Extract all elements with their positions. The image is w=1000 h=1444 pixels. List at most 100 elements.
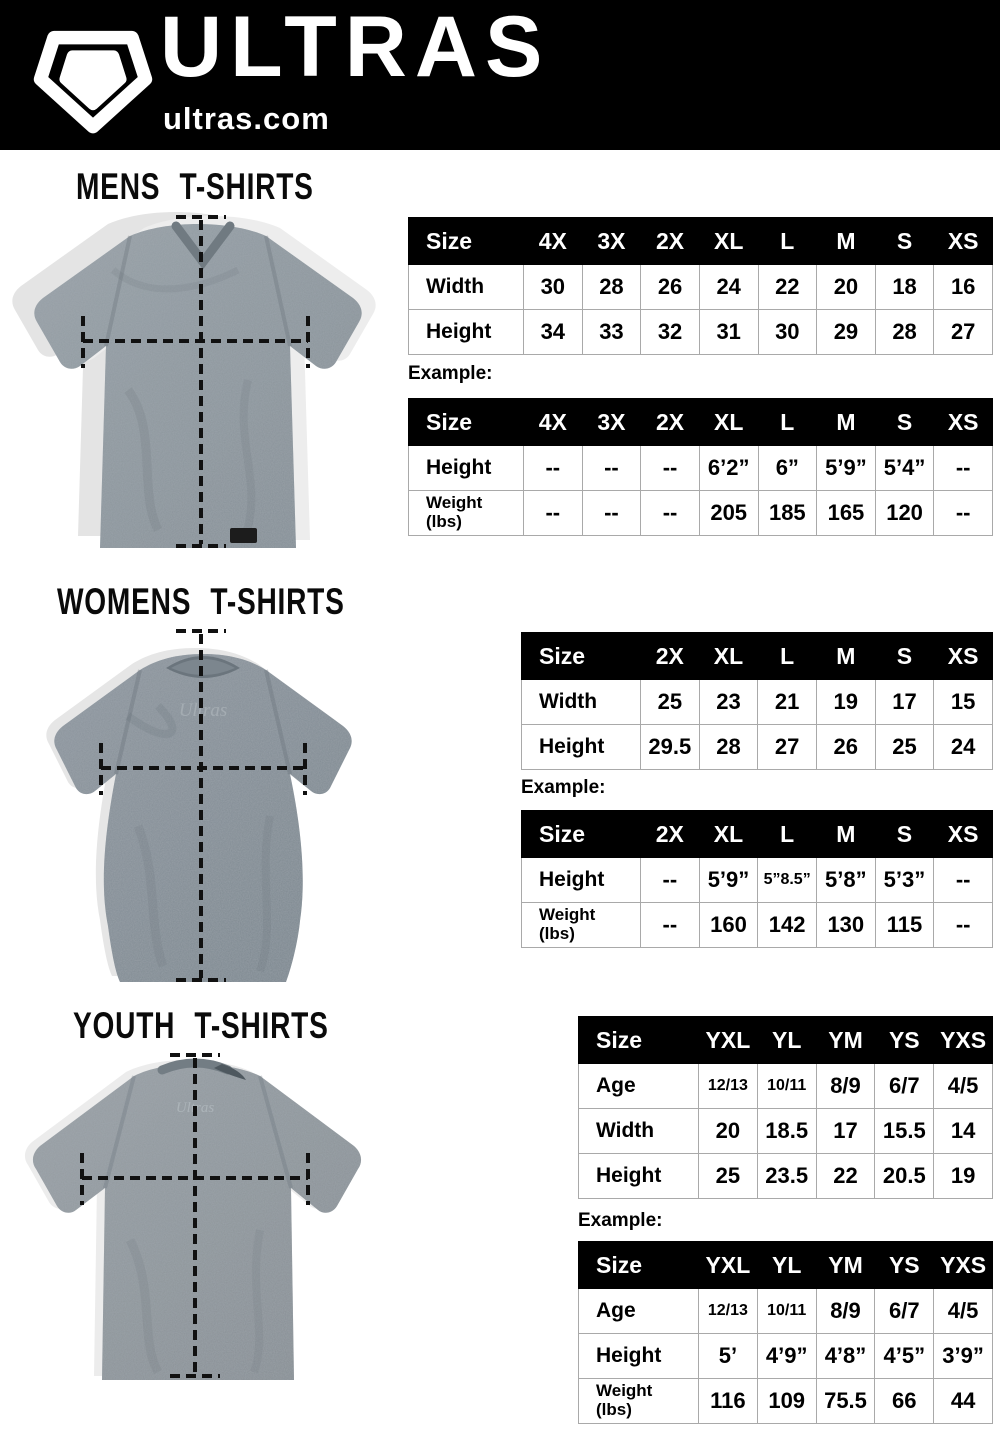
size-value-cell: 109 xyxy=(756,1378,817,1424)
example-label: Example: xyxy=(578,1210,663,1231)
size-column-header: 4X xyxy=(523,398,583,446)
size-value-cell: 10/11 xyxy=(756,1288,817,1334)
size-column-header: L xyxy=(757,810,817,858)
size-value-cell: 75.5 xyxy=(815,1378,876,1424)
size-column-header: XS xyxy=(933,810,993,858)
size-column-header: YS xyxy=(874,1016,935,1064)
row-label: Width xyxy=(578,1108,699,1154)
size-value-cell: -- xyxy=(640,857,700,903)
row-label: Height xyxy=(578,1333,699,1379)
table-row: Weight (lbs) -- -- -- 205 185 165 120 -- xyxy=(408,490,993,536)
size-value-cell: 25 xyxy=(640,679,700,725)
size-column-header: XS xyxy=(933,217,993,265)
measurement-lines xyxy=(99,629,307,982)
row-label: Weight (lbs) xyxy=(521,902,641,948)
table-row: Height 25 23.5 22 20.5 19 xyxy=(578,1153,993,1199)
size-column-header: 2X xyxy=(640,810,700,858)
size-value-cell: 185 xyxy=(757,490,818,536)
size-value-cell: 27 xyxy=(933,309,993,355)
example-label: Example: xyxy=(408,363,493,384)
ultras-logo-pentagon-icon xyxy=(33,30,153,134)
size-value-cell: 31 xyxy=(698,309,759,355)
size-value-cell: 30 xyxy=(757,309,818,355)
size-value-cell: 28 xyxy=(874,309,935,355)
size-value-cell: 5’4” xyxy=(874,445,935,491)
table-row: Height 5’ 4’9” 4’8” 4’5” 3’9” xyxy=(578,1333,993,1379)
size-value-cell: 4/5 xyxy=(933,1063,993,1109)
size-value-cell: 4’5” xyxy=(874,1333,935,1379)
size-value-cell: 26 xyxy=(815,724,876,770)
size-value-cell: 66 xyxy=(874,1378,935,1424)
section-title-womens: WOMENS T-SHIRTS xyxy=(57,581,345,622)
row-label: Width xyxy=(408,264,524,310)
size-value-cell: 26 xyxy=(640,264,700,310)
row-label: Height xyxy=(408,445,524,491)
size-value-cell: -- xyxy=(933,445,993,491)
table-row: Weight (lbs) 116 109 75.5 66 44 xyxy=(578,1378,993,1424)
table-header-row: Size 4X 3X 2X XL L M S XS xyxy=(408,398,993,446)
size-column-header: 3X xyxy=(581,398,642,446)
size-column-header: XL xyxy=(698,632,759,680)
row-label: Height xyxy=(408,309,524,355)
mens-example-table: Size 4X 3X 2X XL L M S XS Height -- -- -- 6’2” 6” 5’9” 5… xyxy=(408,398,993,536)
size-value-cell: 28 xyxy=(581,264,642,310)
size-value-cell: 6/7 xyxy=(874,1288,935,1334)
size-value-cell: -- xyxy=(581,445,642,491)
size-value-cell: 25 xyxy=(874,724,935,770)
table-header-row: Size 2X XL L M S XS xyxy=(521,810,993,858)
size-value-cell: 120 xyxy=(874,490,935,536)
size-value-cell: 4’8” xyxy=(815,1333,876,1379)
size-value-cell: 28 xyxy=(698,724,759,770)
size-column-header: YXL xyxy=(698,1241,758,1289)
size-value-cell: -- xyxy=(523,490,583,536)
size-value-cell: 5’3” xyxy=(874,857,935,903)
size-value-cell: 130 xyxy=(815,902,876,948)
size-value-cell: -- xyxy=(933,857,993,903)
size-column-header: 2X xyxy=(640,632,700,680)
size-column-header: M xyxy=(816,217,876,265)
header: ULTRAS ultras.com xyxy=(0,0,1000,150)
womens-size-table: Size 2X XL L M S XS Width 25 23 21 19 17 15 Height 29.5… xyxy=(521,632,993,770)
size-value-cell: 24 xyxy=(933,724,993,770)
table-header-row: Size YXL YL YM YS YXS xyxy=(578,1241,993,1289)
row-label: Age xyxy=(578,1063,699,1109)
size-value-cell: 17 xyxy=(815,1108,876,1154)
size-value-cell: 22 xyxy=(815,1153,876,1199)
row-label: Height xyxy=(521,857,641,903)
size-column-header: XS xyxy=(933,398,993,446)
table-row: Age 12/13 10/11 8/9 6/7 4/5 xyxy=(578,1063,993,1109)
size-label-header: Size xyxy=(578,1016,699,1064)
size-value-cell: 205 xyxy=(698,490,759,536)
size-value-cell: 15 xyxy=(933,679,993,725)
svg-text:Ultras: Ultras xyxy=(179,700,228,721)
size-value-cell: 18.5 xyxy=(756,1108,817,1154)
size-column-header: S xyxy=(874,632,935,680)
size-column-header: L xyxy=(757,217,818,265)
table-row: Height -- 5’9” 5”8.5” 5’8” 5’3” -- xyxy=(521,857,993,903)
table-header-row: Size YXL YL YM YS YXS xyxy=(578,1016,993,1064)
size-column-header: YL xyxy=(756,1241,817,1289)
table-row: Height -- -- -- 6’2” 6” 5’9” 5’4” -- xyxy=(408,445,993,491)
size-value-cell: 20 xyxy=(698,1108,758,1154)
size-value-cell: 27 xyxy=(757,724,817,770)
size-value-cell: 10/11 xyxy=(756,1063,817,1109)
brand-title: ULTRAS xyxy=(160,0,551,95)
size-value-cell: 25 xyxy=(698,1153,758,1199)
size-value-cell: 12/13 xyxy=(698,1288,758,1334)
mens-size-table: Size 4X 3X 2X XL L M S XS Width 30 28 26 24 22 20 18 16 He… xyxy=(408,217,993,355)
size-column-header: 4X xyxy=(523,217,583,265)
table-row: Weight (lbs) -- 160 142 130 115 -- xyxy=(521,902,993,948)
size-value-cell: 24 xyxy=(698,264,759,310)
size-value-cell: 5’9” xyxy=(698,857,759,903)
website-url: ultras.com xyxy=(163,101,330,136)
size-value-cell: 19 xyxy=(815,679,876,725)
measurement-lines xyxy=(80,1053,310,1378)
table-header-row: Size 2X XL L M S XS xyxy=(521,632,993,680)
womens-tshirt-image: Ultras xyxy=(46,629,352,982)
size-column-header: S xyxy=(874,217,935,265)
size-column-header: M xyxy=(815,810,876,858)
size-column-header: YXL xyxy=(698,1016,758,1064)
table-row: Height 29.5 28 27 26 25 24 xyxy=(521,724,993,770)
table-row: Height 34 33 32 31 30 29 28 27 xyxy=(408,309,993,355)
table-row: Width 30 28 26 24 22 20 18 16 xyxy=(408,264,993,310)
